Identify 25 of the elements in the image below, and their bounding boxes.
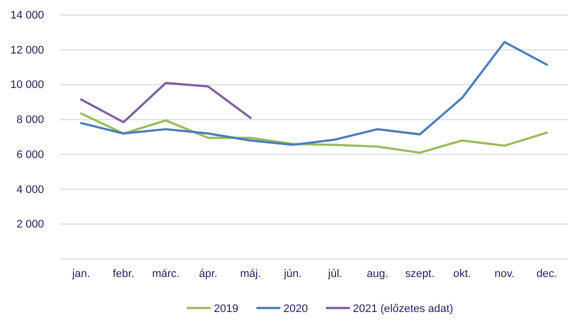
y-tick-label: 14 000 — [10, 10, 44, 22]
x-tick-label: máj. — [240, 268, 261, 280]
x-tick-label: márc. — [152, 268, 180, 280]
x-tick-label: nov. — [494, 268, 514, 280]
y-tick-label: 6 000 — [16, 148, 44, 161]
y-tick-label: 4 000 — [16, 184, 44, 196]
x-tick-label: dec. — [536, 268, 558, 280]
legend-label: 2020 — [283, 303, 308, 315]
legend-label: 2019 — [214, 303, 238, 315]
legend-label: 2021 (előzetes adat) — [352, 303, 454, 315]
x-tick-label: júl. — [327, 268, 342, 280]
y-tick-label: 10 000 — [10, 79, 44, 92]
x-tick-label: szept. — [405, 268, 435, 280]
x-tick-label: jún. — [282, 268, 302, 280]
line-series — [80, 82, 252, 124]
y-tick-label: 8 000 — [16, 114, 44, 126]
line-series — [80, 40, 548, 146]
y-tick-label: 12 000 — [10, 44, 44, 56]
x-tick-label: ápr. — [198, 268, 218, 280]
x-tick-label: okt. — [453, 268, 472, 280]
line-series — [80, 112, 548, 154]
x-tick-label: febr. — [112, 268, 134, 280]
x-tick-label: jan. — [71, 268, 90, 280]
x-tick-label: aug. — [366, 268, 388, 280]
y-tick-label: 2 000 — [16, 218, 44, 231]
